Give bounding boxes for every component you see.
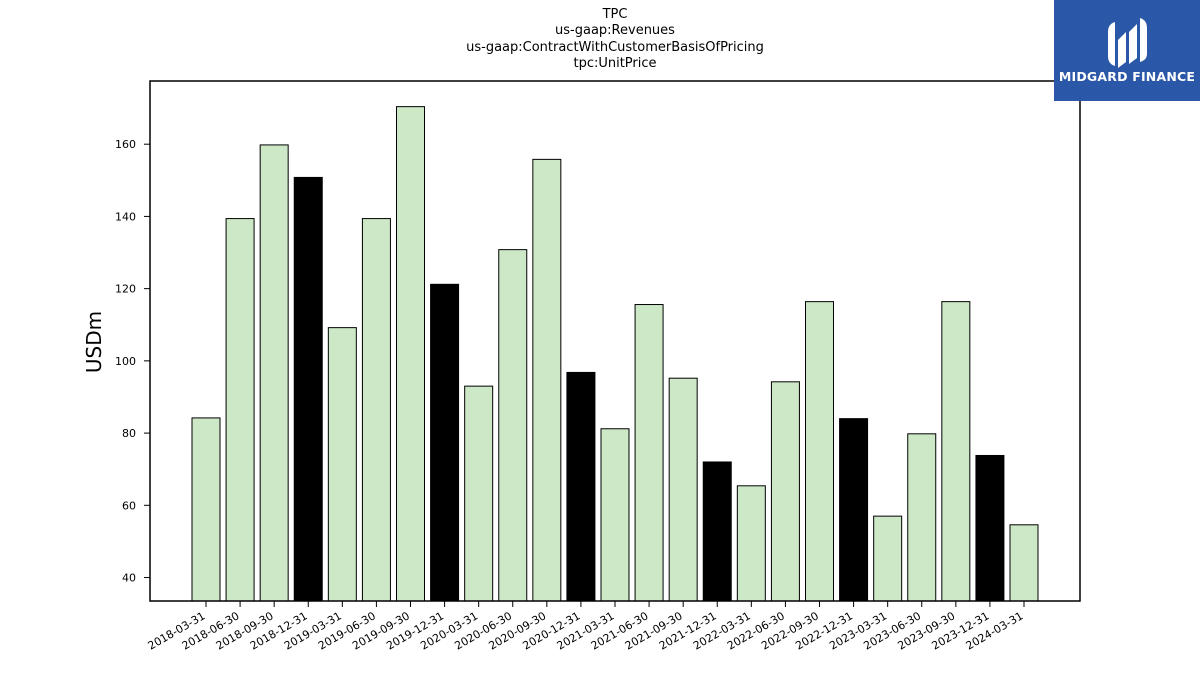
- bar: [430, 283, 460, 602]
- bar: [532, 158, 562, 602]
- chart-title-line-2: us-gaap:Revenues: [555, 23, 675, 39]
- bar: [361, 218, 391, 602]
- bar: [873, 515, 903, 602]
- logo-text: MIDGARD FINANCE: [1058, 69, 1196, 84]
- bar: [464, 385, 494, 602]
- bar: [668, 377, 698, 602]
- bar: [805, 301, 834, 602]
- y-tick-label: 80: [122, 427, 136, 440]
- bar: [975, 454, 1005, 602]
- y-tick-label: 60: [122, 499, 136, 512]
- y-tick-label: 100: [115, 355, 136, 368]
- bar: [770, 381, 800, 602]
- bar: [396, 106, 425, 602]
- chart-title: TPC us-gaap:Revenues us-gaap:ContractWit…: [150, 7, 1080, 72]
- bar: [327, 327, 357, 602]
- bar: [839, 418, 869, 602]
- y-tick-label: 140: [115, 210, 136, 223]
- chart-title-line-4: tpc:UnitPrice: [573, 55, 657, 71]
- y-tick-label: 40: [122, 572, 136, 585]
- bar: [907, 433, 937, 602]
- bar: [1009, 524, 1039, 602]
- bar: [941, 301, 971, 602]
- bar: [259, 144, 289, 602]
- midgard-logo-icon: [1108, 18, 1147, 68]
- y-axis-label: USDm: [82, 310, 106, 374]
- y-tick-label: 160: [115, 138, 136, 151]
- bar: [191, 417, 221, 602]
- bar: [566, 371, 596, 602]
- bar: [498, 249, 528, 602]
- chart-title-line-1: TPC: [602, 7, 628, 22]
- bar: [702, 461, 732, 602]
- bar: [600, 428, 630, 602]
- chart-title-line-3: us-gaap:ContractWithCustomerBasisOfPrici…: [466, 39, 764, 55]
- bar: [736, 485, 766, 602]
- bar: [634, 304, 664, 602]
- y-tick-label: 120: [115, 283, 136, 296]
- bar: [293, 176, 323, 602]
- bar: [225, 218, 255, 602]
- logo: MIDGARD FINANCE: [1054, 0, 1200, 101]
